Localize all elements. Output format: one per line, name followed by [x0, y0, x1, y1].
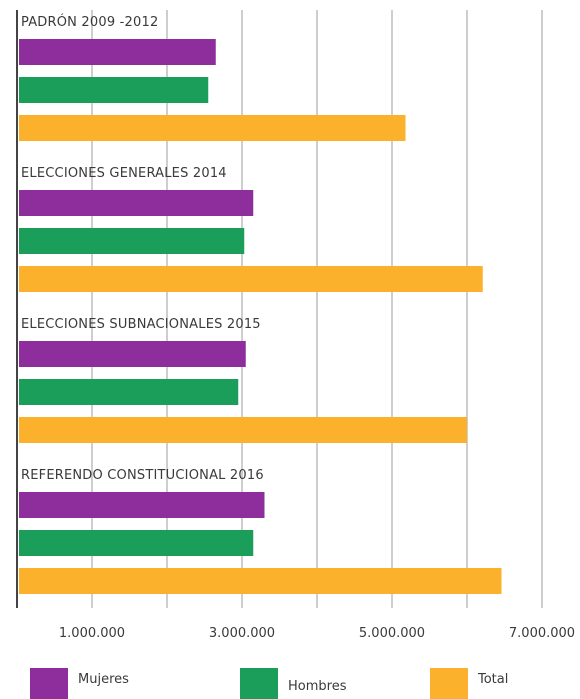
x-axis-ticks: 1.000.000 3.000.000 5.000.000 7.000.000	[59, 626, 575, 641]
group-label: PADRÓN 2009 -2012	[21, 14, 158, 30]
bar-total	[19, 115, 406, 141]
x-tick-label: 7.000.000	[509, 626, 575, 641]
gridlines	[91, 10, 543, 608]
legend-label: Total	[477, 672, 508, 687]
x-tick-label: 1.000.000	[59, 626, 125, 641]
bar-mujeres	[19, 341, 246, 367]
group-labels: PADRÓN 2009 -2012 ELECCIONES GENERALES 20…	[21, 14, 264, 483]
bar-hombres	[19, 228, 245, 254]
bar-hombres	[19, 530, 254, 556]
legend-swatch-mujeres	[30, 668, 68, 699]
legend-swatch-hombres	[240, 668, 278, 699]
group-label: REFERENDO CONSTITUCIONAL 2016	[21, 468, 264, 483]
bar-mujeres	[19, 39, 216, 65]
bar-hombres	[19, 77, 209, 103]
bars	[19, 39, 502, 594]
group-label: ELECCIONES GENERALES 2014	[21, 166, 227, 181]
legend-label: Hombres	[288, 679, 347, 694]
bar-total	[19, 417, 467, 443]
x-tick-label: 5.000.000	[359, 626, 425, 641]
legend-label: Mujeres	[78, 672, 129, 687]
bar-mujeres	[19, 190, 254, 216]
bar-hombres	[19, 379, 239, 405]
group-label: ELECCIONES SUBNACIONALES 2015	[21, 317, 261, 332]
x-tick-label: 3.000.000	[209, 626, 275, 641]
legend-swatch-total	[430, 668, 468, 699]
bar-total	[19, 266, 483, 292]
bar-mujeres	[19, 492, 265, 518]
bar-total	[19, 568, 502, 594]
legend: Mujeres Hombres Total	[30, 668, 508, 699]
